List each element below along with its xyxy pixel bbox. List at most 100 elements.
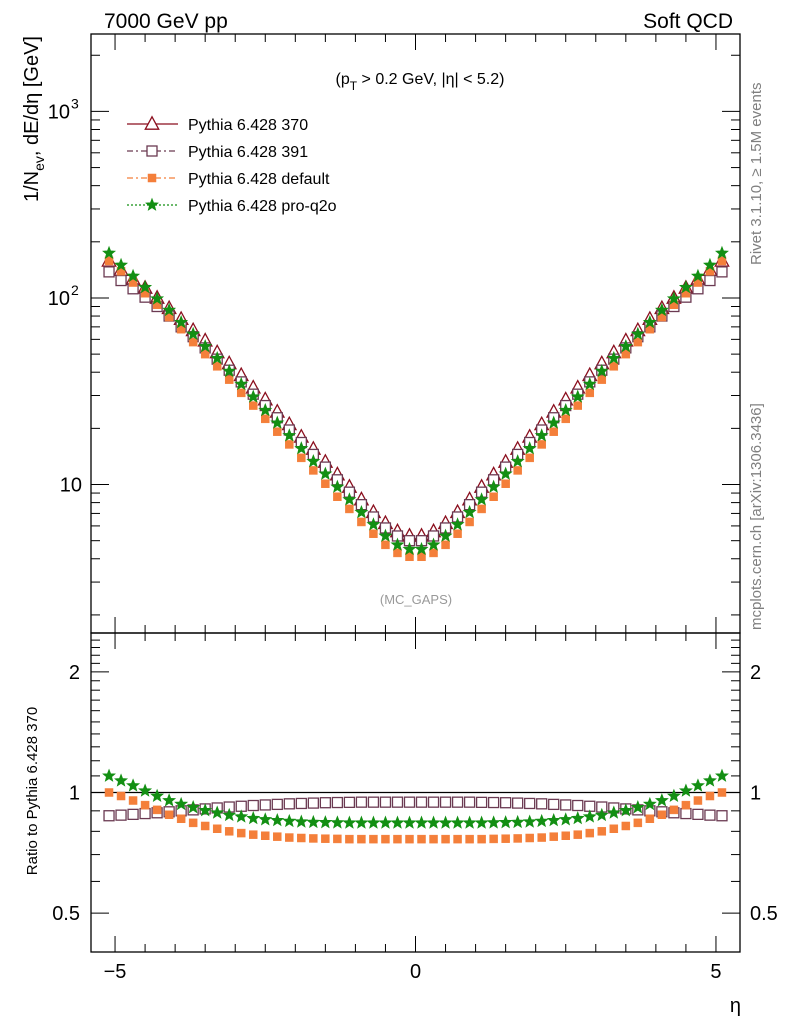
main-data-point xyxy=(246,389,261,403)
ratio-data-point xyxy=(198,803,213,817)
main-data-point xyxy=(704,274,716,287)
ratio-data-point xyxy=(343,796,356,808)
ratio-data-point xyxy=(127,808,139,821)
main-data-point xyxy=(200,349,210,359)
ratio-data-point xyxy=(297,833,306,843)
main-data-point xyxy=(546,415,561,429)
ratio-data-point xyxy=(453,834,462,844)
main-data-point xyxy=(402,541,417,556)
ratio-data-point xyxy=(439,796,452,808)
ratio-data-point xyxy=(104,788,114,797)
ratio-data-point xyxy=(138,783,153,797)
ratio-data-point xyxy=(570,811,585,825)
ratio-data-point xyxy=(369,834,378,844)
ratio-data-point xyxy=(654,793,669,807)
main-data-point xyxy=(429,548,438,558)
ratio-data-point xyxy=(524,797,536,810)
main-data-point xyxy=(498,466,513,480)
ratio-data-point xyxy=(102,768,116,782)
main-data-point xyxy=(174,315,189,329)
ratio-data-point xyxy=(477,834,486,844)
main-data-point xyxy=(270,415,285,429)
ratio-data-point xyxy=(621,821,631,831)
main-data-point xyxy=(104,256,114,266)
ratio-data-point xyxy=(224,827,234,836)
ratio-data-point xyxy=(247,799,259,812)
x-tick-label: −5 xyxy=(104,961,127,983)
ratio-data-point xyxy=(716,810,728,822)
legend-label: Pythia 6.428 391 xyxy=(188,144,308,161)
ratio-data-point xyxy=(705,791,715,801)
ratio-data-point xyxy=(345,834,354,844)
main-data-point xyxy=(465,517,474,527)
main-data-point xyxy=(534,428,549,442)
ratio-data-point xyxy=(403,796,416,808)
main-data-point xyxy=(486,479,501,493)
ratio-data-point xyxy=(366,815,381,829)
ratio-data-point xyxy=(150,788,165,802)
ratio-data-point xyxy=(534,813,549,828)
main-data-point xyxy=(450,517,465,531)
main-data-point xyxy=(558,402,573,417)
rivet-version-label: Rivet 3.1.10, ≥ 1.5M events xyxy=(748,83,765,266)
main-data-point xyxy=(188,337,198,347)
ratio-data-point xyxy=(342,815,357,829)
main-data-point xyxy=(666,291,681,305)
main-y-tick-label: 10 xyxy=(60,475,82,497)
main-data-point xyxy=(212,362,222,371)
main-data-point xyxy=(525,453,534,463)
ratio-data-point xyxy=(597,827,607,836)
main-data-point xyxy=(390,537,405,551)
ratio-data-point xyxy=(318,815,333,829)
ratio-series-pythia-6-428-391 xyxy=(103,796,728,822)
main-series-pythia-6-428-pro-q2o xyxy=(102,245,729,556)
main-data-point xyxy=(690,268,705,283)
ratio-data-point xyxy=(681,800,691,810)
legend-label: Pythia 6.428 pro-q2o xyxy=(188,198,337,215)
ratio-data-point xyxy=(333,834,342,844)
ratio-data-point xyxy=(704,809,716,821)
ratio-data-point xyxy=(321,834,330,843)
main-data-point xyxy=(573,401,582,410)
ratio-data-point xyxy=(261,831,270,840)
ratio-data-point xyxy=(558,812,573,826)
ratio-data-point xyxy=(355,796,368,808)
ratio-data-point xyxy=(139,807,151,820)
analysis-watermark: (MC_GAPS) xyxy=(380,592,452,607)
ratio-data-point xyxy=(572,799,584,812)
x-tick-label: 5 xyxy=(710,961,721,983)
main-data-point xyxy=(597,375,607,384)
legend-entry: Pythia 6.428 default xyxy=(127,171,330,188)
ratio-data-point xyxy=(487,796,500,809)
ratio-data-point xyxy=(441,834,450,844)
main-data-point xyxy=(582,376,597,391)
ratio-data-point xyxy=(678,783,693,797)
ratio-data-point xyxy=(560,799,572,811)
ratio-plot-series xyxy=(102,768,729,844)
main-data-point xyxy=(489,492,498,501)
main-y-axis-label: 1/Nev, dE/dη [GeV] xyxy=(21,36,47,202)
x-tick-label: 0 xyxy=(410,961,421,983)
ratio-data-point xyxy=(140,800,150,810)
ratio-data-point xyxy=(693,796,703,805)
main-data-point xyxy=(378,528,393,542)
ratio-data-point xyxy=(128,796,138,805)
main-data-point xyxy=(462,504,477,519)
main-data-point xyxy=(333,492,342,501)
ratio-data-point xyxy=(546,813,561,827)
main-data-point xyxy=(369,529,378,538)
ratio-data-point xyxy=(116,791,126,801)
main-data-point xyxy=(294,441,309,455)
main-data-point xyxy=(621,349,631,359)
ratio-data-point xyxy=(594,807,609,822)
legend-label: Pythia 6.428 default xyxy=(188,171,330,188)
process-label: Soft QCD xyxy=(643,10,733,33)
main-series-pythia-6-428-370 xyxy=(101,252,730,542)
ratio-data-point xyxy=(717,788,727,797)
main-data-point xyxy=(501,479,510,488)
main-data-point xyxy=(426,537,441,551)
ratio-data-point xyxy=(512,797,524,809)
ratio-data-point xyxy=(174,796,189,811)
ratio-data-point xyxy=(415,796,428,808)
